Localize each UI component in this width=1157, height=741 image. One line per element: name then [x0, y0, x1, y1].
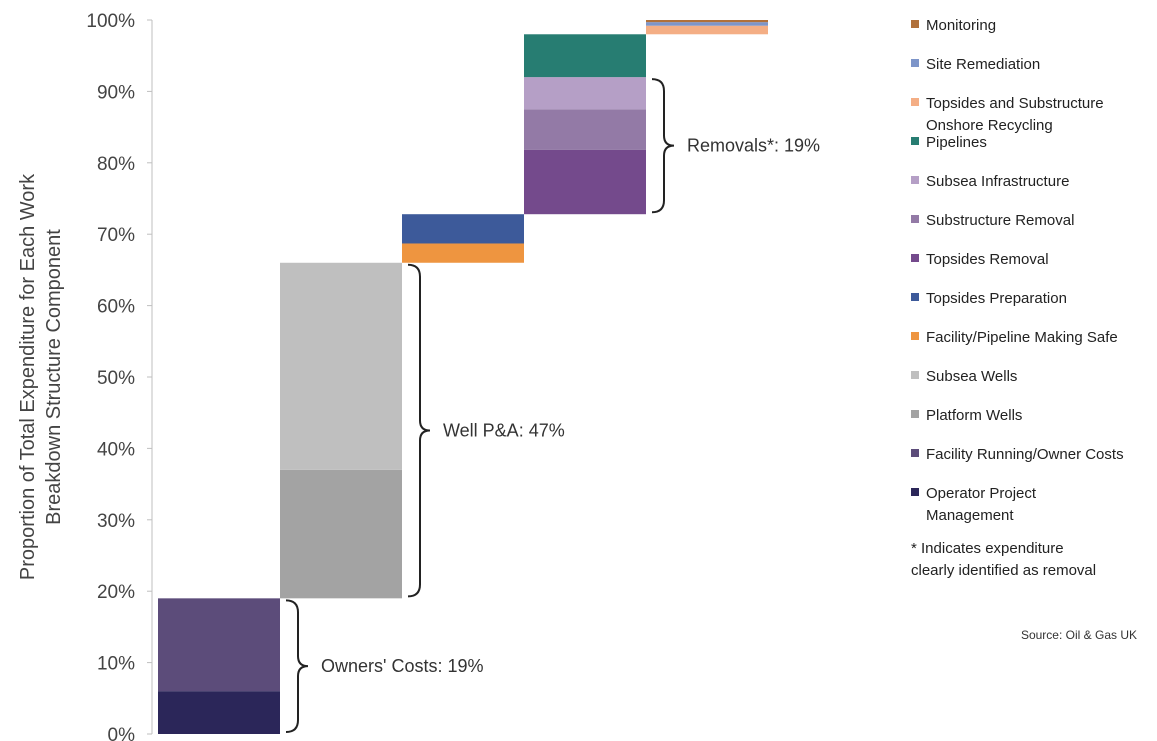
bar-segment-pipelines: [524, 34, 646, 78]
legend-label: Facility/Pipeline Making Safe: [926, 329, 1118, 346]
legend-label-line: Pipelines: [926, 134, 987, 151]
bar-segment-operator-project-management: [158, 691, 280, 734]
bar-segment-subsea-infrastructure: [524, 77, 646, 110]
bar-segment-topsides-preparation: [402, 214, 524, 244]
legend-item: Subsea Infrastructure: [911, 173, 1069, 190]
legend-swatch: [911, 371, 919, 379]
legend-label: Topsides Removal: [926, 251, 1049, 268]
legend-item: Topsides and Substructure Onshore Recycli…: [911, 95, 1104, 134]
legend-label: Site Remediation: [926, 56, 1040, 73]
legend-item: Operator Project Management: [911, 485, 1037, 524]
legend-label: Facility Running/Owner Costs: [926, 446, 1124, 463]
legend-label-line: Site Remediation: [926, 56, 1040, 73]
legend-swatch: [911, 176, 919, 184]
legend-label-line: Operator Project: [926, 485, 1037, 502]
source-credit: Source: Oil & Gas UK: [1021, 628, 1137, 642]
legend-swatch: [911, 332, 919, 340]
note-text: * Indicates expenditure clearly identifie…: [911, 540, 1096, 579]
legend-label: Topsides and Substructure Onshore Recycli…: [926, 95, 1104, 134]
legend-label: Subsea Wells: [926, 368, 1017, 385]
legend-label-line: Topsides and Substructure: [926, 95, 1104, 112]
note-line: * Indicates expenditure: [911, 540, 1064, 557]
y-tick-label: 80%: [97, 154, 135, 175]
bracket-annotations: Owners' Costs: 19% Well P&A: 47% Removals*…: [285, 78, 820, 733]
legend-label: Substructure Removal: [926, 212, 1074, 229]
bar-segment-monitoring: [646, 20, 768, 23]
bar-segment-facility-pipeline-making-safe: [402, 243, 524, 263]
legend-label: Subsea Infrastructure: [926, 173, 1069, 190]
legend-label-line: Management: [926, 507, 1014, 524]
removal-note: * Indicates expenditure clearly identifie…: [911, 540, 1096, 579]
bracket-label: Well P&A: 47%: [443, 421, 565, 441]
bar-segment-platform-wells: [280, 469, 402, 599]
bar-segment-topsides-and-substructure-onshore-recycling: [646, 25, 768, 35]
y-axis-label-line: Proportion of Total Expenditure for Each…: [17, 173, 39, 580]
legend-swatch: [911, 293, 919, 301]
legend-label: Monitoring: [926, 17, 996, 34]
legend-label-line: Subsea Infrastructure: [926, 173, 1069, 190]
legend-label-line: Topsides Removal: [926, 251, 1049, 268]
bracket-label: Removals*: 19%: [687, 136, 820, 156]
legend-swatch: [911, 488, 919, 496]
legend-swatch: [911, 137, 919, 145]
bar-segment-topsides-removal: [524, 149, 646, 215]
legend-item: Platform Wells: [911, 407, 1022, 424]
legend-item: Pipelines: [911, 134, 987, 151]
legend-item: Facility Running/Owner Costs: [911, 446, 1124, 463]
bracket-label: Owners' Costs: 19%: [321, 656, 484, 676]
legend-label-line: Facility/Pipeline Making Safe: [926, 329, 1118, 346]
legend-label-line: Onshore Recycling: [926, 117, 1053, 134]
legend-label: Topsides Preparation: [926, 290, 1067, 307]
legend-label: Platform Wells: [926, 407, 1022, 424]
y-tick-label: 100%: [86, 11, 135, 32]
legend-item: Topsides Preparation: [911, 290, 1067, 307]
bracket: [285, 599, 309, 733]
bar-segment-substructure-removal: [524, 109, 646, 150]
legend-label: Operator Project Management: [926, 485, 1037, 524]
bars: [158, 20, 768, 734]
y-axis-ticks: 0% 10% 20% 30% 40% 50% 60% 70% 80% 90% 100%: [86, 11, 152, 741]
y-tick-label: 0%: [108, 725, 136, 741]
legend-item: Monitoring: [911, 17, 996, 34]
y-axis-title: Proportion of Total Expenditure for Each…: [17, 173, 65, 580]
legend-item: Site Remediation: [911, 56, 1040, 73]
bracket: [651, 78, 675, 214]
bar-segment-subsea-wells: [280, 262, 402, 470]
legend-swatch: [911, 410, 919, 418]
legend-label-line: Platform Wells: [926, 407, 1022, 424]
y-tick-label: 20%: [97, 582, 135, 603]
y-tick-label: 30%: [97, 511, 135, 532]
legend: Monitoring Site Remediation Topsides and S…: [911, 17, 1124, 524]
legend-swatch: [911, 449, 919, 457]
legend-label-line: Topsides Preparation: [926, 290, 1067, 307]
legend-label-line: Subsea Wells: [926, 368, 1017, 385]
bracket: [407, 263, 431, 598]
legend-item: Facility/Pipeline Making Safe: [911, 329, 1118, 346]
y-tick-label: 70%: [97, 225, 135, 246]
legend-swatch: [911, 254, 919, 262]
legend-swatch: [911, 20, 919, 28]
y-axis-label-line: Breakdown Structure Component: [43, 229, 65, 525]
legend-label: Pipelines: [926, 134, 987, 151]
legend-swatch: [911, 59, 919, 67]
y-tick-label: 10%: [97, 654, 135, 675]
legend-item: Substructure Removal: [911, 212, 1074, 229]
legend-item: Subsea Wells: [911, 368, 1017, 385]
y-axis-label: Proportion of Total Expenditure for Each…: [17, 173, 65, 580]
legend-swatch: [911, 98, 919, 106]
y-tick-label: 50%: [97, 368, 135, 389]
y-tick-label: 60%: [97, 297, 135, 318]
bar-segment-site-remediation: [646, 22, 768, 26]
legend-label-line: Substructure Removal: [926, 212, 1074, 229]
legend-label-line: Monitoring: [926, 17, 996, 34]
bar-segment-facility-running-owner-costs: [158, 598, 280, 692]
legend-label-line: Facility Running/Owner Costs: [926, 446, 1124, 463]
legend-swatch: [911, 215, 919, 223]
y-tick-label: 40%: [97, 439, 135, 460]
legend-item: Topsides Removal: [911, 251, 1049, 268]
note-line: clearly identified as removal: [911, 562, 1096, 579]
y-tick-label: 90%: [97, 82, 135, 103]
